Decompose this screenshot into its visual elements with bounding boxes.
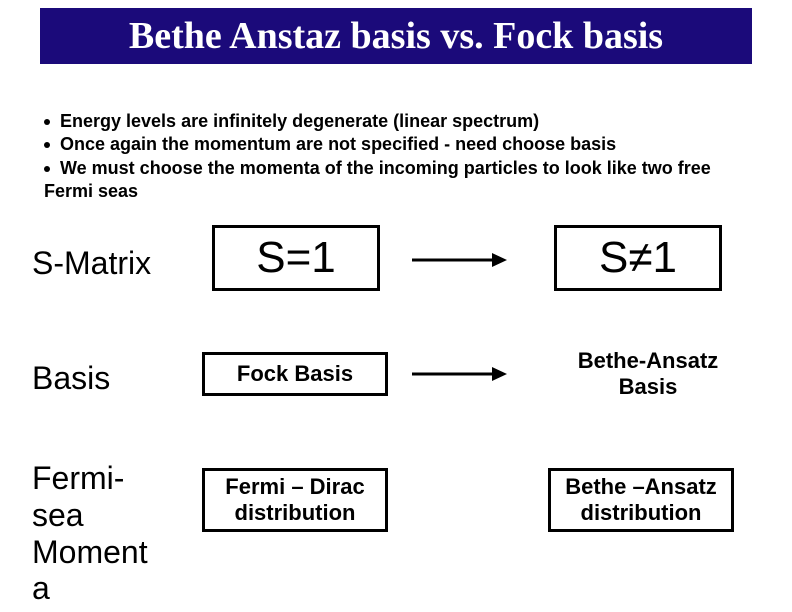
bullet-text: Once again the momentum are not specifie… xyxy=(60,133,616,156)
box-bethe-distribution: Bethe –Ansatz distribution xyxy=(548,468,734,532)
arrow-right-icon xyxy=(412,364,507,384)
fock-basis-label: Fock Basis xyxy=(237,361,353,387)
bullet-item: We must choose the momenta of the incomi… xyxy=(44,157,744,180)
arrow-smatrix xyxy=(412,250,507,270)
box-s-not-1: S≠1 xyxy=(554,225,722,291)
bullet-continuation: Fermi seas xyxy=(44,180,744,203)
arrow-basis xyxy=(412,364,507,384)
bethe-basis-l1: Bethe-Ansatz xyxy=(558,348,738,374)
bullet-text: We must choose the momenta of the incomi… xyxy=(60,157,711,180)
bullet-list: Energy levels are infinitely degenerate … xyxy=(44,110,744,204)
bullet-dot-icon xyxy=(44,166,50,172)
fermi-dirac-text: Fermi – Dirac distribution xyxy=(225,474,364,527)
arrow-right-icon xyxy=(412,250,507,270)
row-label-smatrix: S-Matrix xyxy=(32,245,151,282)
box-fock-basis: Fock Basis xyxy=(202,352,388,396)
title-bar: Bethe Anstaz basis vs. Fock basis xyxy=(40,8,752,64)
bethe-ansatz-basis: Bethe-Ansatz Basis xyxy=(558,348,738,401)
box-fermi-dirac: Fermi – Dirac distribution xyxy=(202,468,388,532)
slide-title: Bethe Anstaz basis vs. Fock basis xyxy=(129,14,663,58)
fermi-l4: a xyxy=(32,570,148,607)
eq-s1: S=1 xyxy=(256,233,336,283)
eq-sneq1: S≠1 xyxy=(599,233,677,283)
bethe-dist-text: Bethe –Ansatz distribution xyxy=(565,474,717,527)
box-s-equal-1: S=1 xyxy=(212,225,380,291)
bethe-dist-l1: Bethe –Ansatz xyxy=(565,474,717,500)
bullet-item: Energy levels are infinitely degenerate … xyxy=(44,110,744,133)
fermi-l2: sea xyxy=(32,497,148,534)
fermi-l1: Fermi- xyxy=(32,460,148,497)
bullet-text: Fermi seas xyxy=(44,180,138,203)
fermi-dirac-l2: distribution xyxy=(225,500,364,526)
fermi-l3: Moment xyxy=(32,534,148,571)
fermi-dirac-l1: Fermi – Dirac xyxy=(225,474,364,500)
bullet-item: Once again the momentum are not specifie… xyxy=(44,133,744,156)
row-label-fermi: Fermi- sea Moment a xyxy=(32,460,148,607)
bethe-basis-l2: Basis xyxy=(558,374,738,400)
bullet-text: Energy levels are infinitely degenerate … xyxy=(60,110,539,133)
row-label-basis: Basis xyxy=(32,360,110,397)
bethe-dist-l2: distribution xyxy=(565,500,717,526)
bullet-dot-icon xyxy=(44,142,50,148)
bullet-dot-icon xyxy=(44,119,50,125)
